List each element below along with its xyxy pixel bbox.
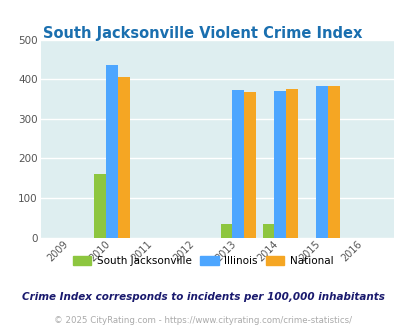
Bar [106, 65, 118, 238]
Text: South Jacksonville Violent Crime Index: South Jacksonville Violent Crime Index [43, 26, 362, 41]
Bar [118, 77, 130, 238]
Bar [315, 86, 327, 238]
Bar [274, 91, 286, 238]
Bar [232, 90, 243, 238]
Bar [286, 89, 297, 238]
Text: Crime Index corresponds to incidents per 100,000 inhabitants: Crime Index corresponds to incidents per… [21, 292, 384, 302]
Bar [327, 86, 339, 238]
Bar [262, 224, 274, 238]
Text: © 2025 CityRating.com - https://www.cityrating.com/crime-statistics/: © 2025 CityRating.com - https://www.city… [54, 316, 351, 325]
Bar [220, 224, 232, 238]
Bar [243, 92, 255, 238]
Legend: South Jacksonville, Illinois, National: South Jacksonville, Illinois, National [68, 252, 337, 270]
Bar [94, 174, 106, 238]
